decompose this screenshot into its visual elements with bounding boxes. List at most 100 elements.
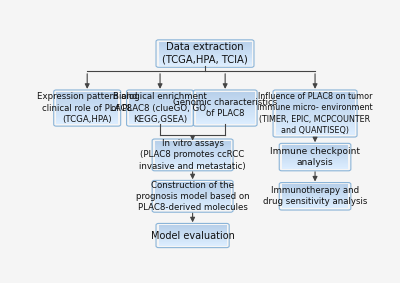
Bar <box>282 159 348 160</box>
Bar <box>282 203 348 204</box>
Bar <box>276 103 354 105</box>
Bar <box>129 95 191 96</box>
Bar <box>129 111 191 112</box>
Bar <box>276 121 354 122</box>
Bar <box>196 112 254 113</box>
Bar <box>158 65 252 66</box>
Bar <box>129 110 191 111</box>
Bar <box>158 54 252 55</box>
Bar <box>282 185 348 186</box>
Bar <box>155 185 230 186</box>
Bar <box>196 104 254 105</box>
Bar <box>282 192 348 193</box>
Bar <box>155 198 230 199</box>
Bar <box>282 189 348 190</box>
Bar <box>56 119 118 120</box>
Bar <box>158 59 252 60</box>
Bar <box>155 207 230 208</box>
Bar <box>282 188 348 189</box>
Bar <box>56 121 118 122</box>
Bar <box>129 112 191 113</box>
Bar <box>276 96 354 98</box>
Bar <box>56 115 118 116</box>
Bar <box>155 189 230 190</box>
Bar <box>282 164 348 165</box>
Text: Construction of the
prognosis model based on
PLAC8-derived molecules: Construction of the prognosis model base… <box>136 181 250 212</box>
Bar <box>155 162 230 163</box>
Bar <box>56 93 118 94</box>
Bar <box>276 115 354 116</box>
Bar <box>282 186 348 187</box>
Bar <box>158 227 227 228</box>
Bar <box>196 113 254 115</box>
Bar <box>129 92 191 93</box>
Bar <box>282 151 348 152</box>
Bar <box>155 145 230 146</box>
Bar <box>282 191 348 192</box>
Bar <box>155 163 230 164</box>
Bar <box>155 167 230 168</box>
Bar <box>155 157 230 158</box>
Bar <box>196 92 254 93</box>
Bar <box>155 204 230 205</box>
Bar <box>282 147 348 148</box>
Bar <box>282 207 348 208</box>
Bar <box>282 206 348 207</box>
Bar <box>155 152 230 153</box>
Text: Genomic characteristics
of PLAC8: Genomic characteristics of PLAC8 <box>173 98 277 118</box>
Bar <box>196 122 254 123</box>
Bar <box>158 53 252 54</box>
Bar <box>129 122 191 123</box>
Bar <box>155 192 230 194</box>
Bar <box>276 92 354 93</box>
Bar <box>158 234 227 235</box>
Bar <box>155 195 230 196</box>
Bar <box>56 97 118 98</box>
Bar <box>155 199 230 200</box>
Bar <box>56 117 118 118</box>
Bar <box>56 107 118 108</box>
Bar <box>276 122 354 124</box>
Bar <box>196 118 254 119</box>
Bar <box>282 197 348 198</box>
Text: In vitro assays
(PLAC8 promotes ccRCC
invasive and metastatic): In vitro assays (PLAC8 promotes ccRCC in… <box>139 139 246 170</box>
Bar <box>282 154 348 155</box>
Bar <box>56 99 118 100</box>
Bar <box>282 167 348 168</box>
Bar <box>196 119 254 120</box>
Bar <box>155 148 230 149</box>
Bar <box>158 230 227 231</box>
Bar <box>196 111 254 112</box>
Text: Immunotherapy and
drug sensitivity analysis: Immunotherapy and drug sensitivity analy… <box>263 186 367 206</box>
Bar <box>129 97 191 98</box>
Bar <box>282 195 348 196</box>
Bar <box>282 161 348 162</box>
Bar <box>196 103 254 104</box>
Bar <box>276 127 354 128</box>
Bar <box>155 197 230 198</box>
Bar <box>196 100 254 102</box>
Bar <box>129 117 191 118</box>
Bar <box>155 202 230 203</box>
Bar <box>276 118 354 119</box>
Bar <box>155 206 230 207</box>
Bar <box>196 106 254 107</box>
Bar <box>196 108 254 109</box>
Bar <box>129 102 191 103</box>
Bar <box>282 184 348 185</box>
Bar <box>155 196 230 197</box>
Bar <box>282 194 348 195</box>
Bar <box>276 132 354 134</box>
Bar <box>158 60 252 61</box>
Bar <box>282 198 348 199</box>
Bar <box>196 121 254 122</box>
Bar <box>155 168 230 169</box>
Bar <box>158 232 227 233</box>
Bar <box>155 153 230 154</box>
Bar <box>276 111 354 112</box>
Bar <box>282 145 348 146</box>
Bar <box>282 150 348 151</box>
Bar <box>155 205 230 206</box>
Bar <box>196 96 254 97</box>
Bar <box>196 94 254 95</box>
